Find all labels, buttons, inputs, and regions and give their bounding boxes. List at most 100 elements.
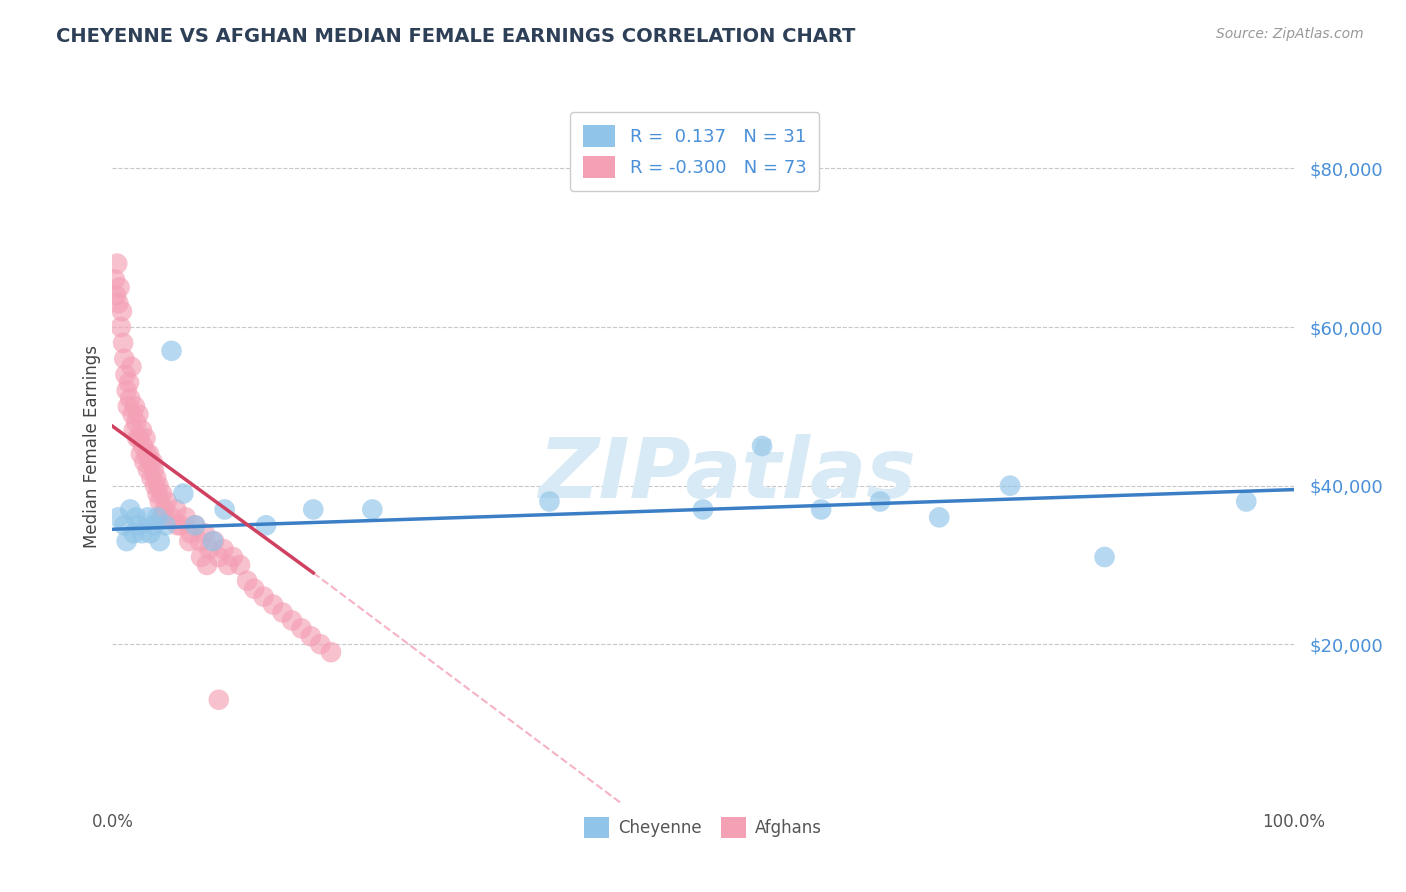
Point — [146, 486, 169, 500]
Point — [1094, 549, 1116, 564]
Point — [290, 621, 312, 635]
Point — [150, 510, 173, 524]
Point — [869, 494, 891, 508]
Point — [139, 455, 162, 469]
Point — [184, 518, 207, 533]
Point — [131, 526, 153, 541]
Point — [222, 549, 245, 564]
Point — [127, 407, 149, 421]
Point — [122, 526, 145, 541]
Point — [153, 502, 176, 516]
Point — [124, 400, 146, 414]
Point — [201, 534, 224, 549]
Point — [136, 510, 159, 524]
Point — [212, 542, 235, 557]
Point — [121, 407, 143, 421]
Point — [217, 558, 239, 572]
Point — [751, 439, 773, 453]
Point — [142, 463, 165, 477]
Point — [111, 304, 134, 318]
Point — [138, 447, 160, 461]
Point — [174, 510, 197, 524]
Y-axis label: Median Female Earnings: Median Female Earnings — [83, 344, 101, 548]
Point — [214, 502, 236, 516]
Point — [179, 534, 201, 549]
Point — [110, 320, 132, 334]
Point — [254, 518, 277, 533]
Legend: Cheyenne, Afghans: Cheyenne, Afghans — [578, 811, 828, 845]
Text: ZIPatlas: ZIPatlas — [537, 434, 915, 515]
Point — [156, 494, 179, 508]
Point — [319, 645, 342, 659]
Point — [135, 447, 157, 461]
Point — [120, 359, 142, 374]
Point — [309, 637, 332, 651]
Point — [361, 502, 384, 516]
Point — [112, 518, 135, 533]
Point — [149, 534, 172, 549]
Point — [149, 494, 172, 508]
Point — [128, 431, 150, 445]
Point — [134, 455, 156, 469]
Point — [129, 447, 152, 461]
Point — [107, 296, 129, 310]
Point — [127, 431, 149, 445]
Point — [160, 510, 183, 524]
Point — [125, 415, 148, 429]
Point — [198, 542, 221, 557]
Point — [125, 510, 148, 524]
Point — [195, 558, 218, 572]
Point — [202, 534, 225, 549]
Point — [143, 478, 166, 492]
Point — [105, 288, 128, 302]
Point — [115, 384, 138, 398]
Point — [118, 376, 141, 390]
Point — [281, 614, 304, 628]
Point — [190, 549, 212, 564]
Point — [160, 343, 183, 358]
Point — [131, 423, 153, 437]
Point — [229, 558, 252, 572]
Point — [104, 272, 127, 286]
Point — [236, 574, 259, 588]
Point — [148, 478, 170, 492]
Point — [810, 502, 832, 516]
Point — [194, 526, 217, 541]
Point — [184, 518, 207, 533]
Point — [136, 463, 159, 477]
Text: Source: ZipAtlas.com: Source: ZipAtlas.com — [1216, 27, 1364, 41]
Point — [262, 598, 284, 612]
Point — [166, 518, 188, 533]
Point — [135, 431, 157, 445]
Point — [155, 518, 177, 533]
Point — [107, 510, 129, 524]
Point — [112, 351, 135, 366]
Point — [928, 510, 950, 524]
Point — [127, 518, 149, 533]
Point — [208, 692, 231, 706]
Point — [141, 471, 163, 485]
Point — [299, 629, 322, 643]
Point — [208, 549, 231, 564]
Point — [105, 257, 128, 271]
Point — [114, 368, 136, 382]
Point — [150, 486, 173, 500]
Point — [115, 534, 138, 549]
Point — [120, 392, 142, 406]
Point — [172, 486, 194, 500]
Point — [142, 518, 165, 533]
Point — [243, 582, 266, 596]
Point — [146, 510, 169, 524]
Point — [692, 502, 714, 516]
Point — [170, 518, 193, 533]
Point — [271, 606, 294, 620]
Point — [165, 502, 187, 516]
Point — [117, 400, 139, 414]
Point — [120, 502, 142, 516]
Point — [253, 590, 276, 604]
Point — [112, 335, 135, 350]
Point — [132, 439, 155, 453]
Point — [145, 471, 167, 485]
Point — [188, 534, 211, 549]
Point — [108, 280, 131, 294]
